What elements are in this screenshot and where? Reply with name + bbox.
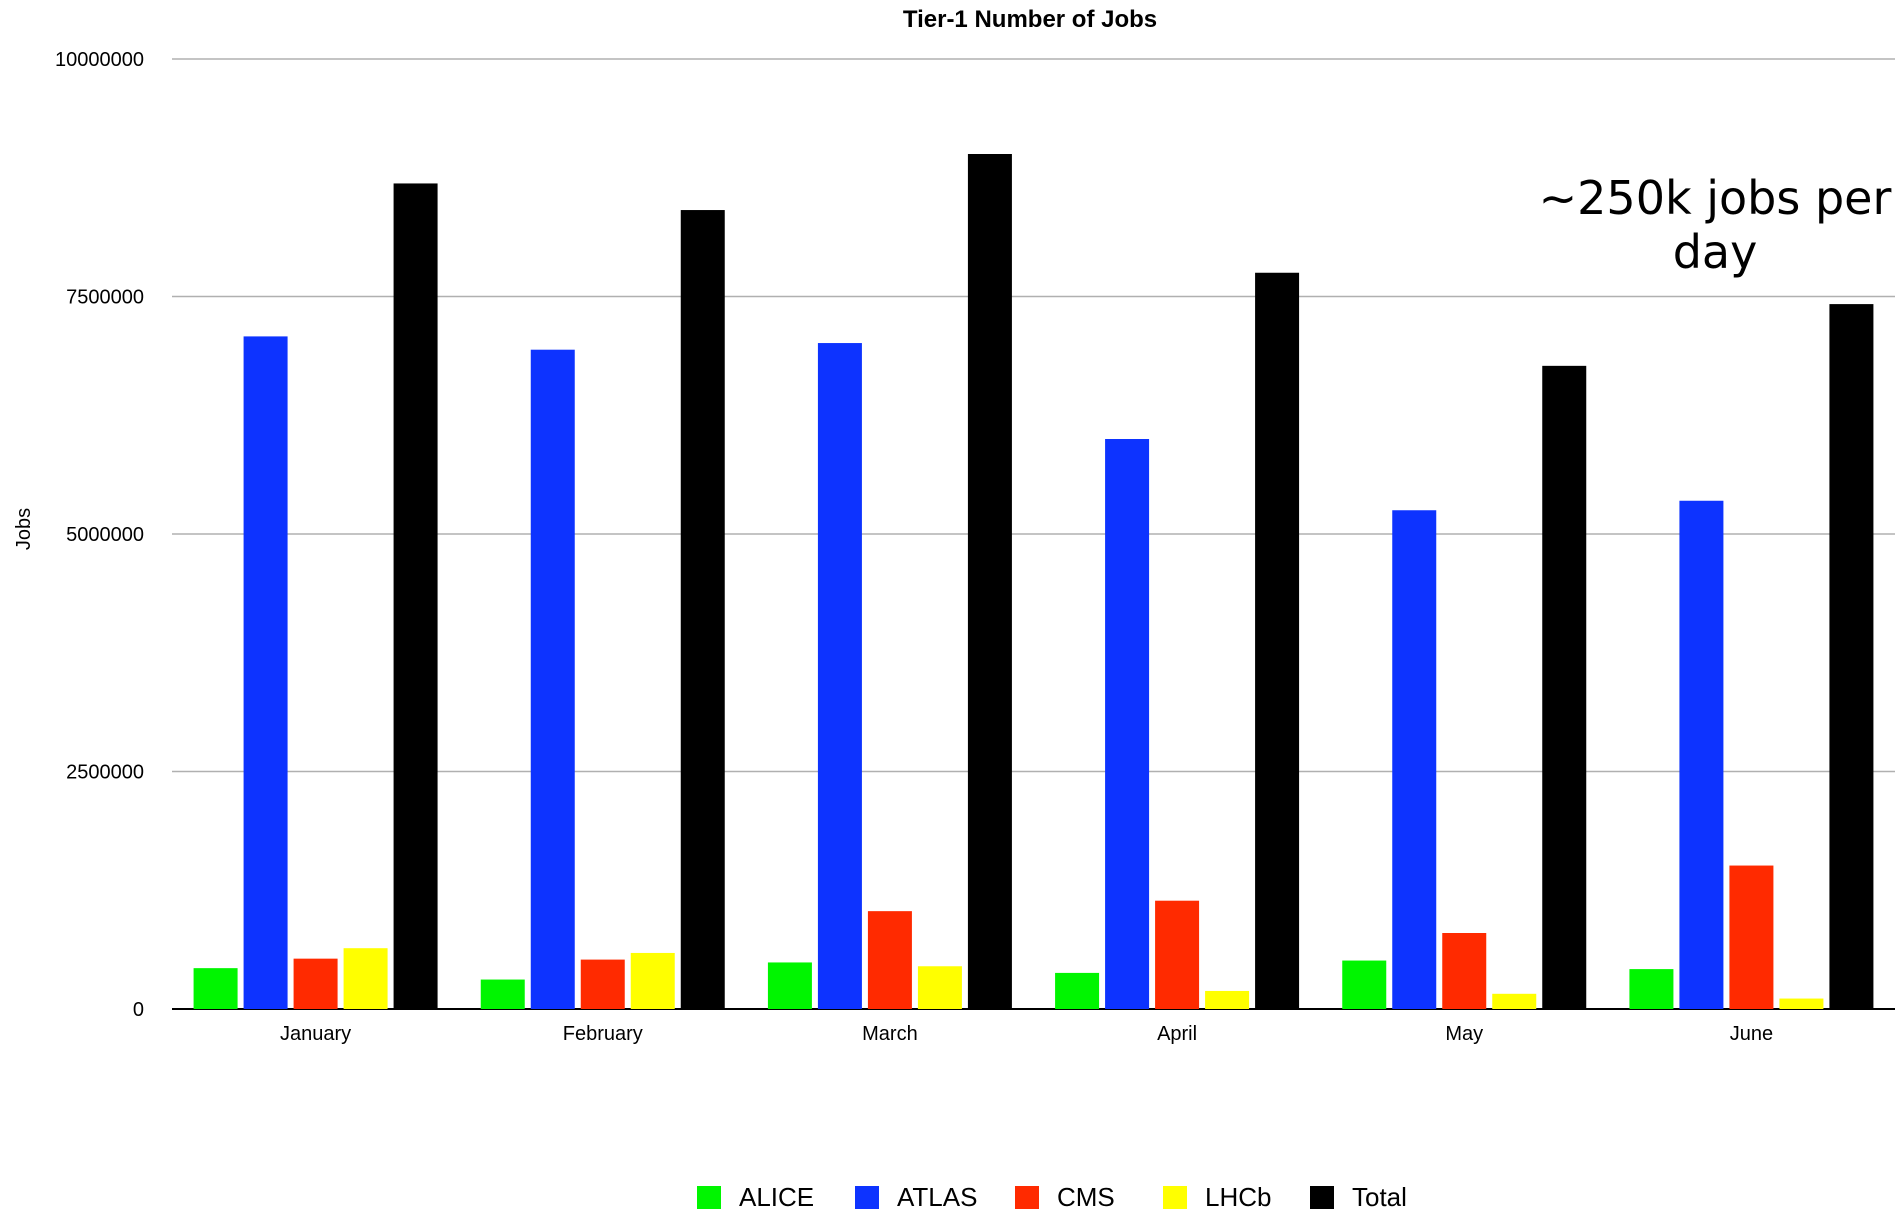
bar-lhcb-february: [630, 952, 675, 1009]
x-tick-label: April: [1157, 1023, 1197, 1045]
x-tick-label: May: [1445, 1023, 1483, 1045]
bar-alice-march: [767, 962, 812, 1009]
annotation-line-1: ~250k jobs per: [1539, 171, 1892, 225]
bar-cms-march: [867, 911, 912, 1009]
y-tick-label: 0: [133, 999, 144, 1021]
bar-lhcb-january: [343, 948, 388, 1009]
bar-atlas-january: [243, 336, 288, 1009]
legend-swatch-cms: [1015, 1186, 1039, 1210]
legend-swatch-lhcb: [1163, 1186, 1187, 1210]
legend-label-lhcb: LHCb: [1205, 1182, 1271, 1209]
bar-alice-february: [480, 979, 525, 1009]
bar-lhcb-june: [1779, 998, 1824, 1009]
y-tick-label: 2500000: [66, 762, 144, 784]
bar-atlas-february: [530, 349, 575, 1009]
bar-atlas-march: [817, 343, 862, 1009]
bar-lhcb-may: [1492, 993, 1537, 1009]
bar-total-january: [393, 183, 438, 1009]
x-tick-label: January: [280, 1023, 351, 1045]
bars: [193, 154, 1874, 1010]
x-tick-label: February: [563, 1023, 643, 1045]
x-tick-label: March: [862, 1023, 918, 1045]
bar-lhcb-april: [1205, 990, 1250, 1009]
chart-title: Tier-1 Number of Jobs: [903, 6, 1157, 33]
bar-total-march: [967, 154, 1012, 1009]
y-axis-label: Jobs: [13, 508, 35, 550]
y-tick-label: 10000000: [55, 49, 144, 71]
bar-cms-january: [293, 958, 338, 1009]
bar-alice-january: [193, 968, 238, 1009]
bar-atlas-may: [1392, 510, 1437, 1009]
y-tick-label: 7500000: [66, 287, 144, 309]
bar-cms-may: [1442, 933, 1487, 1009]
bar-cms-february: [580, 959, 625, 1009]
bar-atlas-april: [1105, 439, 1150, 1009]
y-tick-label: 5000000: [66, 524, 144, 546]
bar-atlas-june: [1679, 500, 1724, 1009]
legend-swatch-atlas: [855, 1186, 879, 1210]
bar-alice-june: [1629, 969, 1674, 1009]
bar-cms-april: [1155, 900, 1200, 1009]
bar-lhcb-march: [917, 966, 962, 1009]
bar-total-may: [1542, 365, 1587, 1010]
annotation-line-2: day: [1673, 225, 1758, 279]
legend-swatch-total: [1310, 1186, 1334, 1210]
legend-swatch-alice: [697, 1186, 721, 1210]
y-axis-ticks: 0 2500000 5000000 7500000 10000000: [55, 49, 144, 1021]
x-tick-label: June: [1730, 1023, 1773, 1045]
legend-label-total: Total: [1352, 1182, 1407, 1209]
bar-total-february: [680, 210, 725, 1010]
bar-total-june: [1829, 304, 1874, 1010]
gridlines: [172, 58, 1895, 1010]
bar-total-april: [1255, 272, 1300, 1009]
bar-cms-june: [1729, 865, 1774, 1009]
annotation: ~250k jobs per day: [1539, 171, 1892, 279]
legend-label-alice: ALICE: [739, 1182, 814, 1209]
bar-alice-april: [1055, 972, 1100, 1009]
legend-label-atlas: ATLAS: [897, 1182, 977, 1209]
x-axis-ticks: January February March April May June: [280, 1023, 1773, 1045]
bar-alice-may: [1342, 960, 1387, 1009]
legend: ALICE ATLAS CMS LHCb Total: [697, 1182, 1407, 1212]
legend-label-cms: CMS: [1057, 1182, 1115, 1209]
